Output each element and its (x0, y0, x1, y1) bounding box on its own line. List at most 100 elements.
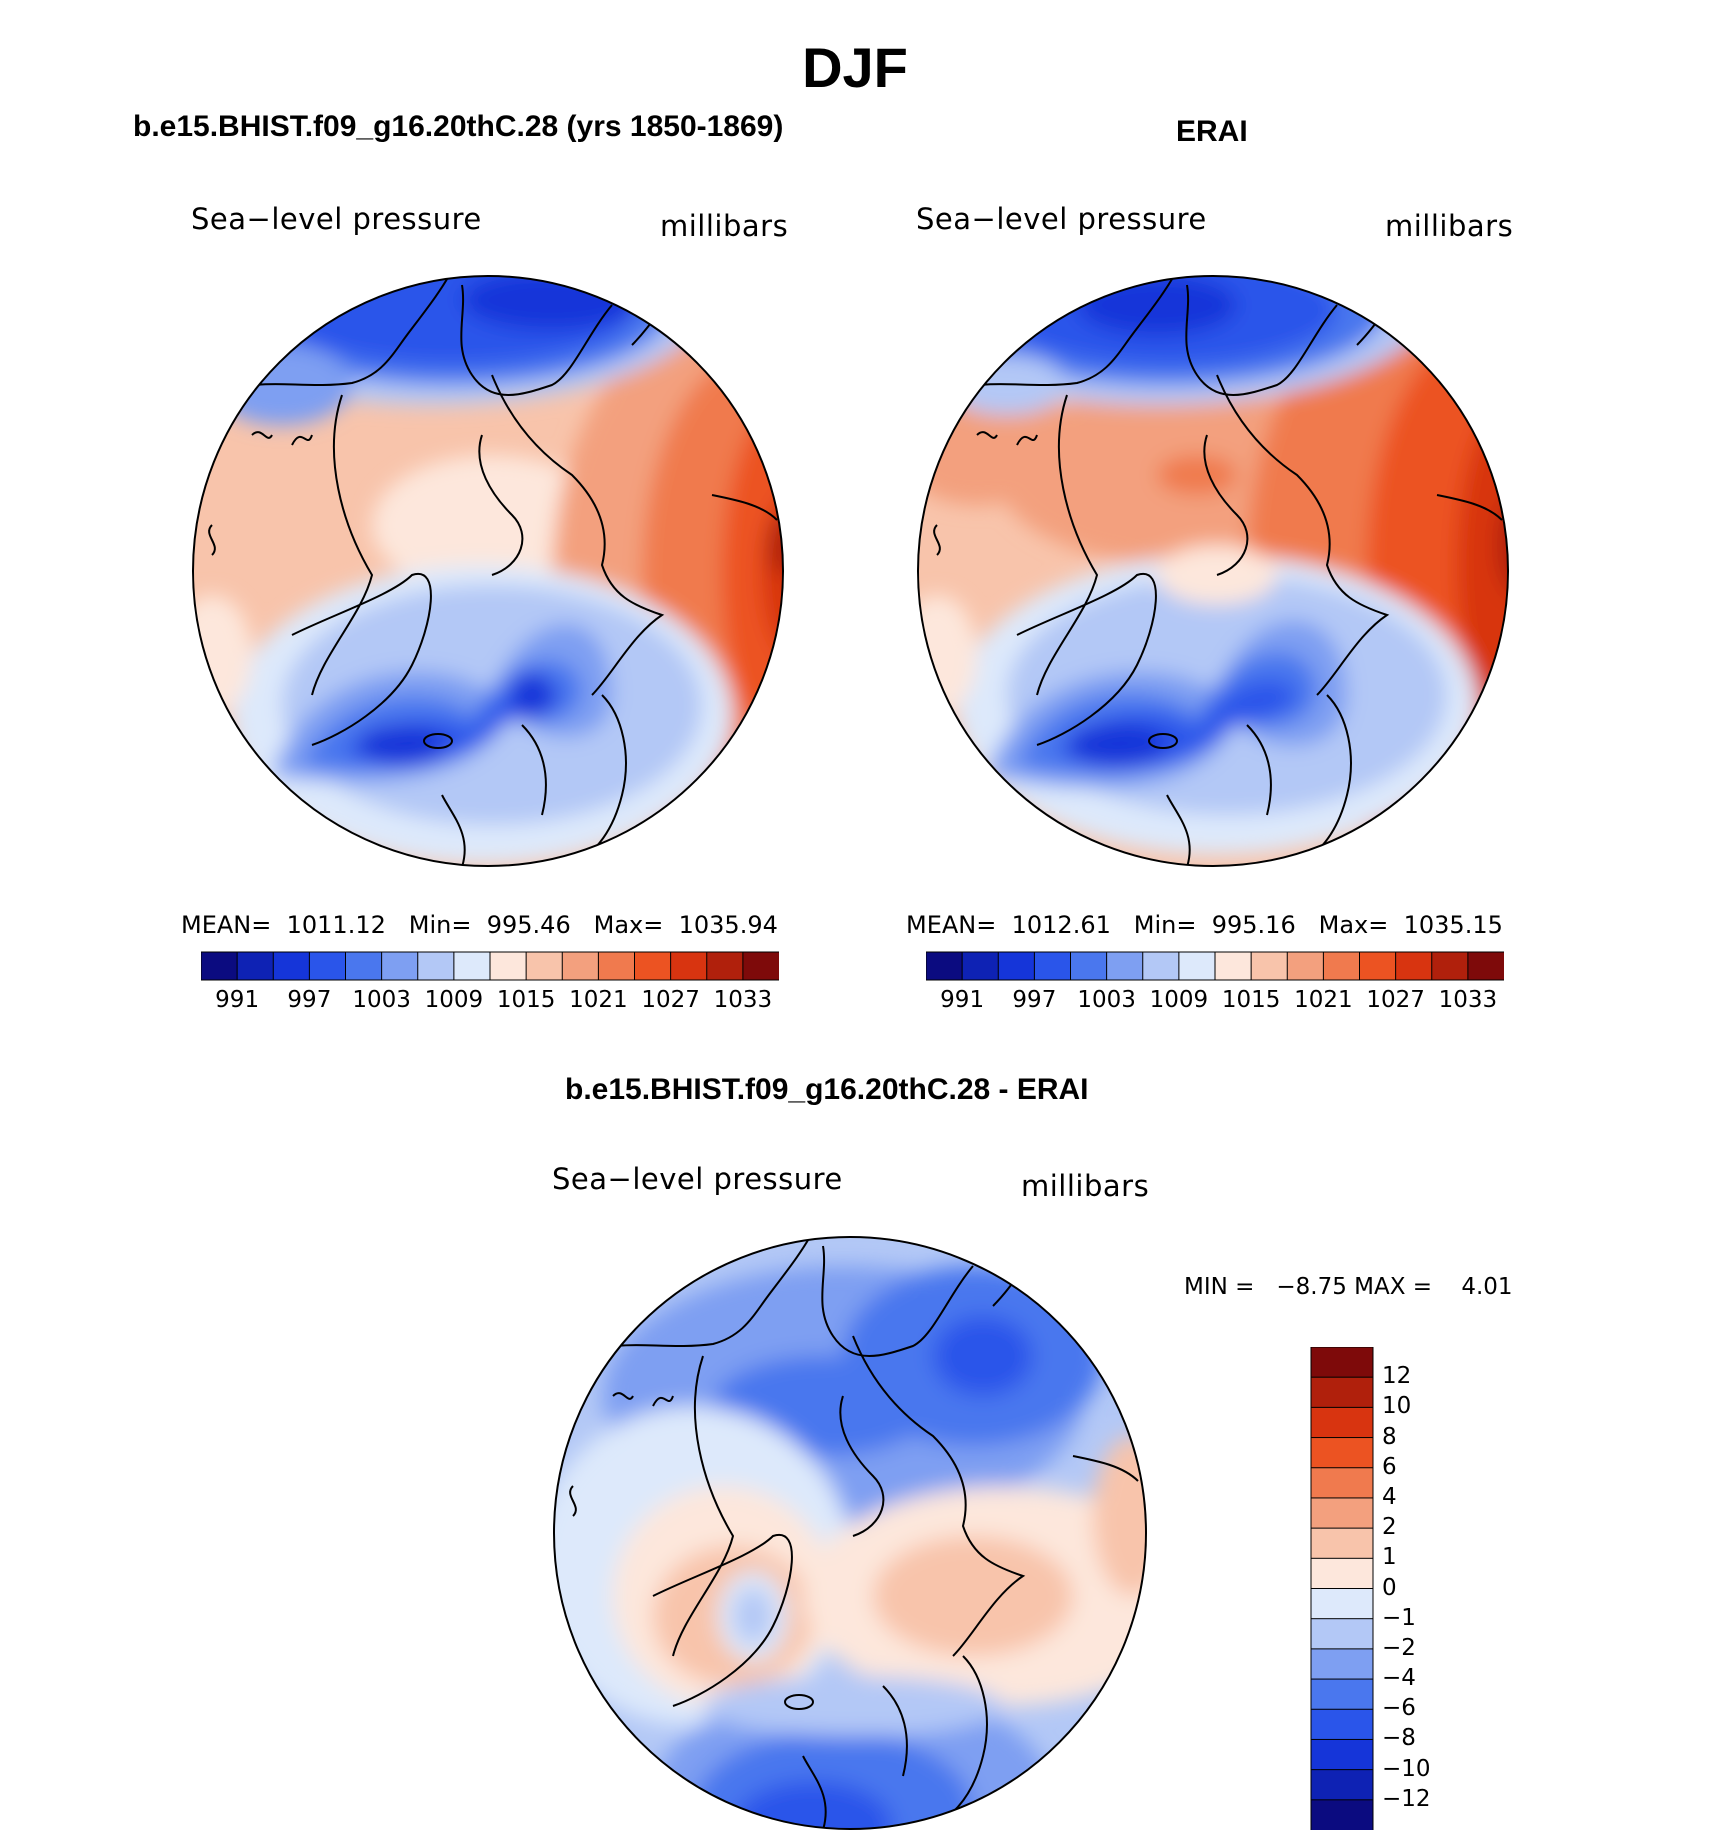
model-colorbar-swatch (272, 951, 311, 981)
diff-colorbar-tick-label: 0 (1382, 1574, 1397, 1601)
model-colorbar-swatch (561, 951, 600, 981)
obs-colorbar-swatch (1070, 951, 1108, 981)
model-panel-title: b.e15.BHIST.f09_g16.20thC.28 (yrs 1850-1… (133, 110, 784, 143)
model-min-value: 995.46 (486, 911, 571, 939)
diff-max-label: MAX = (1354, 1274, 1433, 1300)
diff-colorbar (1310, 1347, 1374, 1830)
model-colorbar-swatch (597, 951, 636, 981)
diff-units-label: millibars (1021, 1169, 1150, 1203)
diff-colorbar-tick-label: −4 (1382, 1665, 1416, 1692)
diff-colorbar-swatch (1310, 1799, 1374, 1830)
diff-colorbar-tick-label: −10 (1382, 1755, 1431, 1782)
diff-max-value: 4.01 (1461, 1274, 1513, 1300)
obs-colorbar-swatch (961, 951, 1000, 981)
model-colorbar-tick-label: 1003 (352, 987, 411, 1013)
model-colorbar-tick-label: 1009 (424, 987, 484, 1013)
model-variable-label: Sea−level pressure (191, 202, 482, 236)
obs-colorbar-ticks: 991 997 1003 1009 1015 1021 1027 1033 (926, 987, 1504, 1017)
obs-colorbar-tick-label: 991 (940, 987, 985, 1013)
diff-colorbar-tick-label: 12 (1382, 1363, 1412, 1390)
obs-colorbar-tick-label: 997 (1012, 987, 1057, 1013)
obs-colorbar-swatch (1431, 951, 1469, 981)
model-polar-map (192, 275, 784, 867)
diff-colorbar-tick-label: −6 (1382, 1695, 1416, 1722)
model-colorbar-ticks: 991 997 1003 1009 1015 1021 1027 1033 (201, 987, 779, 1017)
model-colorbar (201, 951, 779, 981)
obs-colorbar-tick-label: 1033 (1438, 987, 1498, 1013)
obs-colorbar-swatch (1359, 951, 1397, 981)
obs-min-value: 995.16 (1211, 911, 1296, 939)
diff-colorbar-swatch (1310, 1708, 1374, 1741)
figure-title: DJF (802, 36, 908, 99)
model-colorbar-swatch (417, 951, 455, 981)
model-colorbar-swatch (236, 951, 275, 981)
diff-colorbar-swatch (1310, 1618, 1374, 1650)
obs-mean-label: MEAN= (906, 911, 997, 939)
diff-colorbar-swatch (1310, 1588, 1374, 1620)
model-min-label: Min= (408, 911, 472, 939)
obs-colorbar-swatch (1178, 951, 1217, 981)
obs-colorbar-swatch (1033, 951, 1072, 981)
obs-colorbar-swatch (1106, 951, 1144, 981)
diff-polar-map (553, 1236, 1147, 1830)
model-colorbar-swatch (345, 951, 383, 981)
diff-colorbar-tick-label: −1 (1382, 1604, 1416, 1631)
diff-colorbar-swatch (1310, 1376, 1374, 1409)
model-mean-value: 1011.12 (286, 911, 386, 939)
obs-colorbar-swatch (926, 951, 964, 981)
model-colorbar-swatch (381, 951, 419, 981)
obs-colorbar-tick-label: 1027 (1366, 987, 1425, 1013)
obs-colorbar-swatch (1250, 951, 1289, 981)
diff-minmax: MIN = −8.75 MAX = 4.01 (1184, 1274, 1513, 1300)
diff-colorbar-tick-label: 8 (1382, 1423, 1397, 1450)
obs-units-label: millibars (1385, 209, 1514, 243)
model-colorbar-swatch (742, 951, 779, 981)
diff-colorbar-tick-label: 10 (1382, 1393, 1412, 1420)
diff-variable-label: Sea−level pressure (552, 1162, 843, 1196)
model-colorbar-tick-label: 1015 (496, 987, 556, 1013)
model-colorbar-tick-label: 1021 (569, 987, 628, 1013)
diff-colorbar-ticks: 12 10 8 6 4 2 1 0 −1 −2 −4 −6 −8 −10 −12 (1370, 1347, 1490, 1830)
diff-colorbar-swatch (1310, 1406, 1374, 1439)
diff-colorbar-tick-label: −8 (1382, 1725, 1416, 1752)
diff-colorbar-swatch (1310, 1557, 1374, 1590)
diff-min-label: MIN = (1184, 1274, 1255, 1300)
diff-min-value: −8.75 (1276, 1274, 1347, 1300)
model-colorbar-swatch (453, 951, 492, 981)
obs-colorbar-swatch (1322, 951, 1361, 981)
model-stats: MEAN= 1011.12 Min= 995.46 Max= 1035.94 (181, 911, 778, 939)
diff-colorbar-swatch (1310, 1467, 1374, 1499)
diff-colorbar-swatch (1310, 1347, 1374, 1379)
obs-polar-map (917, 275, 1509, 867)
diff-colorbar-tick-label: 1 (1382, 1544, 1397, 1571)
model-colorbar-tick-label: 1033 (713, 987, 773, 1013)
diff-colorbar-tick-label: 6 (1382, 1453, 1397, 1480)
diff-colorbar-swatch (1310, 1678, 1374, 1711)
model-colorbar-swatch (706, 951, 744, 981)
model-max-label: Max= (593, 911, 664, 939)
diff-panel-title: b.e15.BHIST.f09_g16.20thC.28 - ERAI (565, 1073, 1089, 1106)
obs-variable-label: Sea−level pressure (916, 202, 1207, 236)
obs-colorbar-swatch (1214, 951, 1253, 981)
obs-colorbar-swatch (997, 951, 1036, 981)
obs-colorbar-tick-label: 1003 (1077, 987, 1136, 1013)
obs-colorbar (926, 951, 1504, 981)
diff-colorbar-swatch (1310, 1497, 1374, 1530)
obs-colorbar-swatch (1395, 951, 1433, 981)
obs-colorbar-swatch (1142, 951, 1180, 981)
diff-colorbar-swatch (1310, 1437, 1374, 1469)
model-colorbar-swatch (670, 951, 708, 981)
obs-mean-value: 1012.61 (1011, 911, 1111, 939)
model-colorbar-swatch (525, 951, 564, 981)
diff-colorbar-tick-label: −2 (1382, 1634, 1416, 1661)
obs-max-value: 1035.15 (1403, 911, 1503, 939)
model-colorbar-swatch (634, 951, 672, 981)
obs-colorbar-swatch (1467, 951, 1504, 981)
model-colorbar-swatch (201, 951, 239, 981)
obs-colorbar-tick-label: 1021 (1294, 987, 1353, 1013)
model-max-value: 1035.94 (678, 911, 778, 939)
model-colorbar-tick-label: 1027 (641, 987, 700, 1013)
model-colorbar-tick-label: 991 (215, 987, 260, 1013)
model-mean-label: MEAN= (181, 911, 272, 939)
diff-colorbar-tick-label: −12 (1382, 1785, 1431, 1812)
